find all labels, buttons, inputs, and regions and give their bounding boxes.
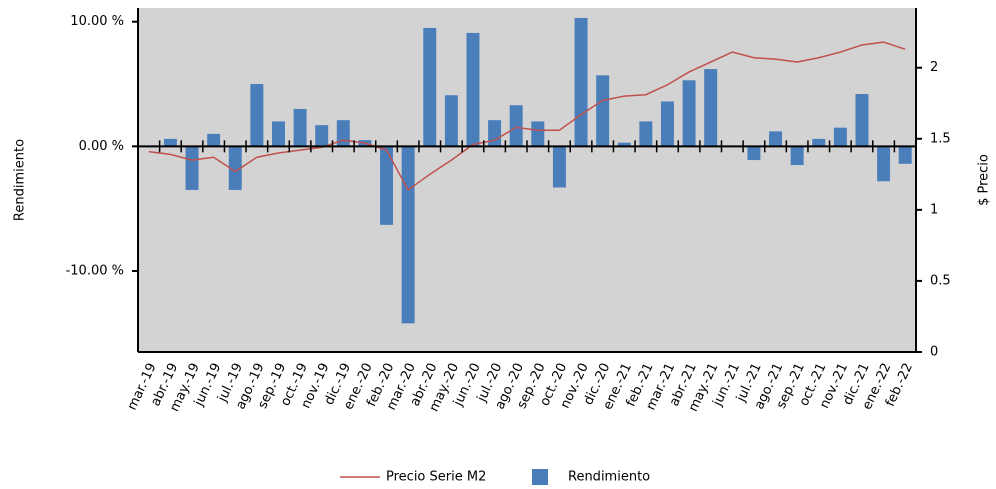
bar xyxy=(855,94,869,147)
y-axis-title: Rendimiento xyxy=(13,139,28,221)
bar xyxy=(812,138,826,147)
bar xyxy=(466,32,480,147)
bar xyxy=(401,146,415,324)
bar xyxy=(531,121,545,147)
legend-swatch xyxy=(532,469,548,485)
bar xyxy=(250,84,264,147)
bar xyxy=(293,108,307,147)
bar xyxy=(617,142,631,147)
y-tick-label: -10.00 % xyxy=(66,263,124,278)
bar xyxy=(574,17,588,147)
y2-tick-label: 0 xyxy=(930,345,938,360)
bar xyxy=(488,120,502,147)
plot-area xyxy=(138,8,916,352)
bar xyxy=(769,131,783,147)
legend-label: Precio Serie M2 xyxy=(386,470,486,485)
bar xyxy=(747,146,761,161)
y2-tick-label: 2 xyxy=(930,60,938,75)
bar xyxy=(877,146,891,182)
bar xyxy=(660,101,674,147)
bar xyxy=(639,121,653,147)
y-tick-label: 10.00 % xyxy=(70,14,124,29)
bar xyxy=(423,27,437,147)
price-line xyxy=(148,41,906,192)
y-tick-label: 0.00 % xyxy=(79,139,124,154)
bar xyxy=(596,75,610,147)
bar xyxy=(336,120,350,147)
bar xyxy=(833,127,847,147)
bar xyxy=(207,133,221,147)
bar xyxy=(163,138,177,147)
bar xyxy=(271,121,285,147)
bar xyxy=(228,146,242,190)
bar xyxy=(315,125,329,147)
legend-label: Rendimiento xyxy=(568,470,650,485)
bar xyxy=(380,146,394,225)
bar xyxy=(552,146,566,188)
y2-tick-label: 1 xyxy=(930,202,938,217)
bar xyxy=(185,146,199,190)
bar xyxy=(704,69,718,147)
y2-tick-label: 0.5 xyxy=(930,273,951,288)
bar xyxy=(898,146,912,164)
bar xyxy=(444,95,458,147)
bar xyxy=(790,146,804,166)
bar xyxy=(682,80,696,147)
y2-tick-label: 1.5 xyxy=(930,131,951,146)
bar xyxy=(509,105,523,147)
y2-axis-title: $ Precio xyxy=(977,154,992,206)
